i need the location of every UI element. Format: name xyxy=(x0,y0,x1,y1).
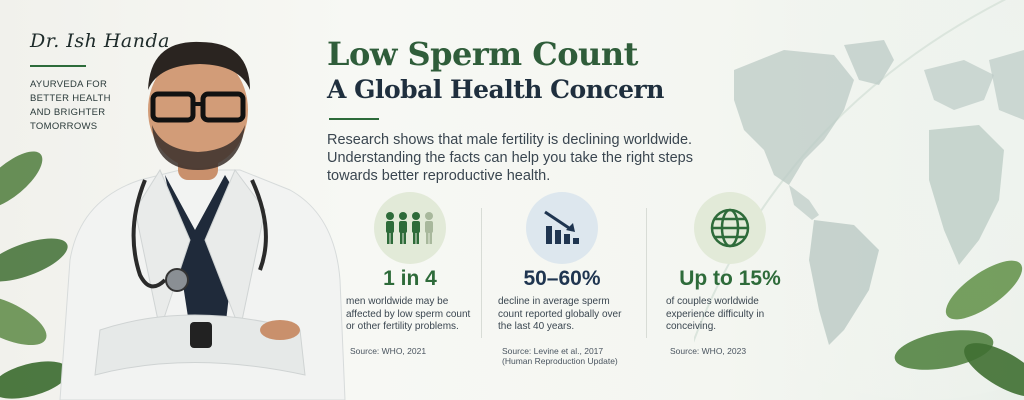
tagline-line: AND BRIGHTER xyxy=(30,107,106,118)
stat-source: Source: WHO, 2021 xyxy=(350,345,427,356)
tagline-line: TOMORROWS xyxy=(30,121,98,132)
stat-description: decline in average sperm count reported … xyxy=(498,296,622,332)
leaves-decoration xyxy=(894,260,1024,397)
world-map-image xyxy=(694,0,1024,400)
stat-card: 50–60% decline in average sperm count re… xyxy=(492,192,632,366)
doctor-photo xyxy=(59,41,346,400)
people-icon xyxy=(374,192,446,264)
headline-subtitle: A Global Health Concern xyxy=(327,75,664,104)
tagline-line: BETTER HEALTH xyxy=(30,93,111,104)
stat-card: Up to 15% of couples worldwide experienc… xyxy=(660,192,800,356)
headline-divider xyxy=(329,118,379,120)
declining-bar-chart-icon xyxy=(526,192,598,264)
stat-divider xyxy=(481,208,482,338)
stat-description: men worldwide may be affected by low spe… xyxy=(346,296,471,332)
brand-tagline: AYURVEDA FOR BETTER HEALTH AND BRIGHTER … xyxy=(30,78,150,134)
stat-divider xyxy=(646,208,647,338)
leaves-decoration xyxy=(0,151,69,399)
stat-value: 1 in 4 xyxy=(383,267,437,290)
stat-source: Source: Levine et al., 2017 (Human Repro… xyxy=(502,345,618,366)
brand-divider xyxy=(30,65,86,67)
intro-text: Research shows that male fertility is de… xyxy=(327,132,693,184)
stat-source: Source: WHO, 2023 xyxy=(670,345,747,356)
stat-value: 50–60% xyxy=(523,267,601,290)
headline-title: Low Sperm Count xyxy=(327,35,638,73)
stat-value: Up to 15% xyxy=(679,267,781,290)
brand-name: Dr. Ish Handa xyxy=(30,30,170,52)
tagline-line: AYURVEDA FOR xyxy=(30,79,108,90)
globe-icon xyxy=(694,192,766,264)
stat-description: of couples worldwide experience difficul… xyxy=(666,296,765,332)
stat-card: 1 in 4 men worldwide may be affected by … xyxy=(340,192,480,356)
